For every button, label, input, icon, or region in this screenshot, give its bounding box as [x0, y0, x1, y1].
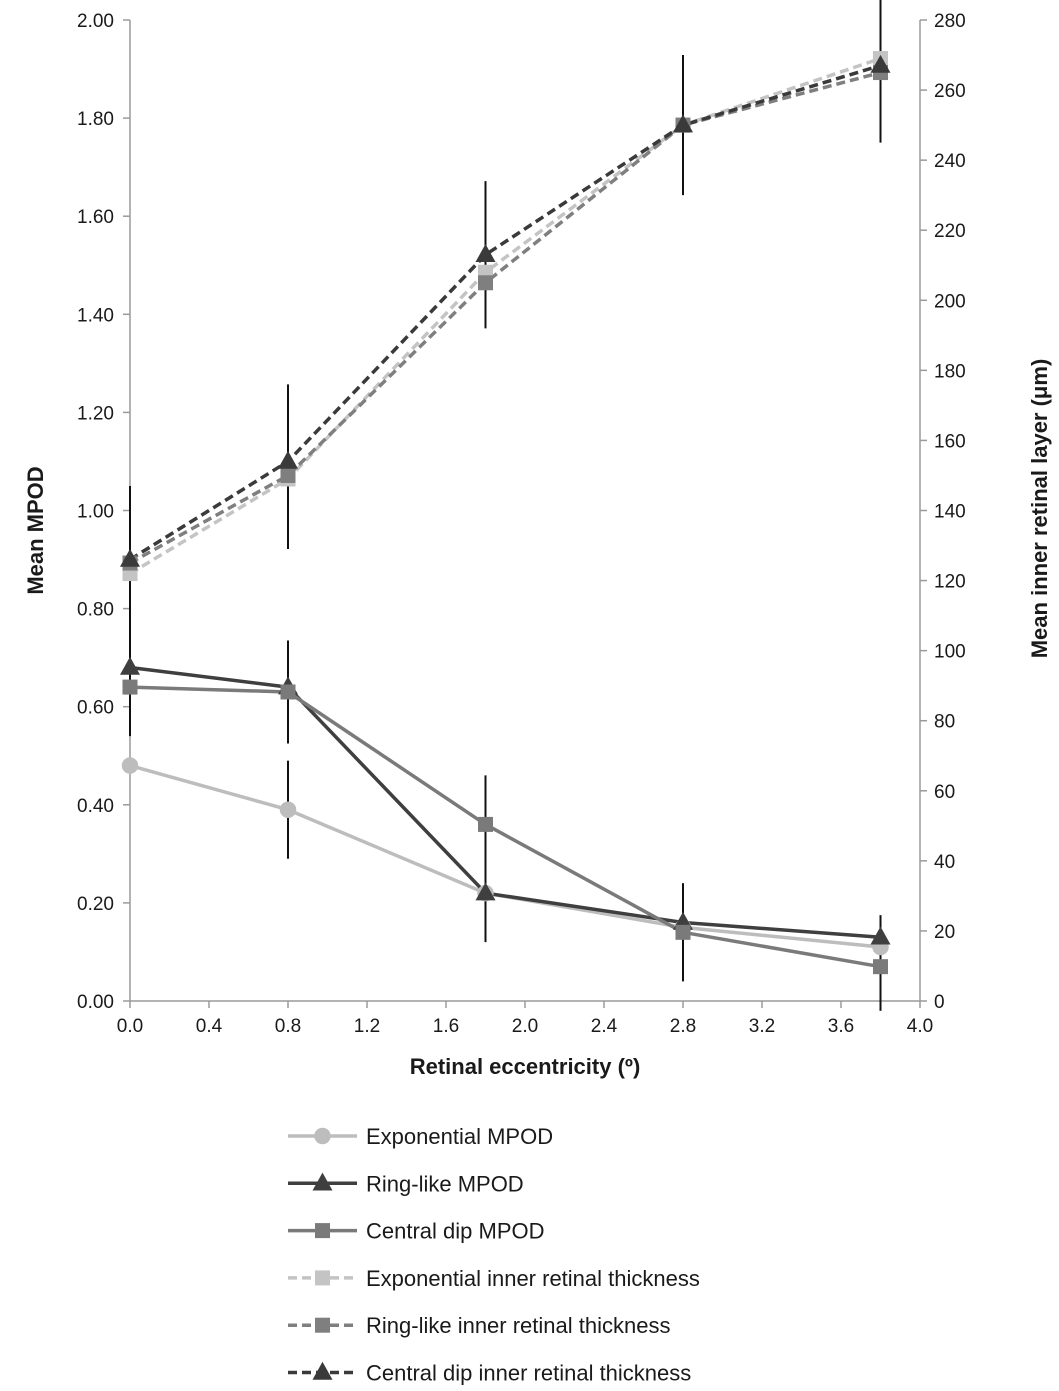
- y-axis-right-title: Mean inner retinal layer (μm): [1027, 359, 1052, 659]
- legend-label: Exponential MPOD: [366, 1124, 553, 1149]
- data-point: [870, 54, 891, 73]
- y-right-tick-label: 160: [934, 431, 966, 452]
- y-right-tick-label: 120: [934, 572, 966, 593]
- series-line: [129, 63, 882, 562]
- series-line: [129, 685, 881, 969]
- y-right-tick-label: 80: [934, 712, 955, 733]
- data-point: [478, 816, 493, 832]
- y-left-tick-label: 1.80: [77, 109, 114, 130]
- x-tick-label: 3.6: [828, 1016, 854, 1037]
- y-left-tick-label: 0.20: [77, 894, 114, 915]
- legend-item: Central dip MPOD: [288, 1219, 545, 1244]
- legend-label: Ring-like inner retinal thickness: [366, 1313, 670, 1338]
- data-point: [121, 757, 139, 774]
- data-point: [672, 114, 694, 133]
- y-right-tick-label: 240: [934, 151, 966, 172]
- legend-marker: [315, 1317, 330, 1333]
- y-right-tick-label: 40: [934, 852, 955, 873]
- y-right-tick-label: 140: [934, 502, 966, 523]
- data-point: [870, 926, 891, 945]
- x-tick-label: 0.0: [117, 1016, 143, 1037]
- data-point: [280, 684, 296, 700]
- legend-label: Central dip inner retinal thickness: [366, 1361, 691, 1386]
- x-tick-label: 2.0: [512, 1016, 538, 1037]
- y-left-tick-label: 1.20: [77, 403, 114, 424]
- y-left-tick-label: 0.60: [77, 698, 114, 719]
- legend-label: Ring-like MPOD: [366, 1171, 524, 1196]
- legend-marker: [312, 1361, 333, 1380]
- data-point: [119, 656, 141, 675]
- y-right-tick-label: 220: [934, 221, 966, 242]
- y-left-tick-label: 1.60: [77, 207, 114, 228]
- x-tick-label: 0.8: [275, 1016, 301, 1037]
- series-markers: [119, 51, 891, 975]
- data-point: [279, 801, 297, 818]
- x-tick-label: 2.8: [670, 1016, 696, 1037]
- data-point: [873, 959, 888, 975]
- legend-label: Exponential inner retinal thickness: [366, 1266, 700, 1291]
- data-point: [475, 882, 496, 901]
- data-point: [478, 275, 493, 291]
- x-axis-title: Retinal eccentricity (º): [410, 1054, 641, 1079]
- x-tick-label: 2.4: [591, 1016, 618, 1037]
- y-left-tick-label: 0.40: [77, 796, 114, 817]
- legend-marker: [315, 1223, 330, 1239]
- data-point: [475, 244, 496, 262]
- x-tick-label: 1.2: [354, 1016, 380, 1037]
- legend-marker: [312, 1172, 333, 1191]
- y-right-tick-label: 200: [934, 291, 966, 312]
- legend-item: Ring-like inner retinal thickness: [288, 1313, 670, 1338]
- y-right-tick-label: 60: [934, 782, 955, 803]
- y-right-tick-label: 180: [934, 361, 966, 382]
- series-line: [129, 56, 882, 576]
- x-tick-label: 0.4: [196, 1016, 223, 1037]
- legend-item: Exponential MPOD: [288, 1124, 553, 1149]
- legend-item: Central dip inner retinal thickness: [288, 1361, 691, 1386]
- data-point: [675, 924, 691, 940]
- y-left-tick-label: 1.40: [77, 305, 114, 326]
- tick-labels: 0.0 0.4 0.8 1.2 1.6 2.0 2.4 2.8 3.2 3.6 4.0 0.00 0.2…: [77, 11, 966, 1037]
- series-line: [129, 763, 881, 949]
- x-tick-label: 1.6: [433, 1016, 459, 1037]
- y-left-tick-label: 0.80: [77, 600, 114, 621]
- y-right-tick-label: 260: [934, 81, 966, 102]
- legend-item: Exponential inner retinal thickness: [288, 1266, 700, 1291]
- data-point: [119, 548, 141, 567]
- y-left-tick-label: 0.00: [77, 992, 114, 1013]
- legend: Exponential MPOD Ring-like MPOD Central di…: [288, 1124, 700, 1386]
- legend-marker: [314, 1127, 331, 1145]
- legend-item: Ring-like MPOD: [288, 1171, 524, 1196]
- axes: [123, 19, 927, 1008]
- legend-marker: [315, 1270, 330, 1286]
- y-axis-left-title: Mean MPOD: [23, 466, 48, 594]
- legend-label: Central dip MPOD: [366, 1219, 545, 1244]
- series-line: [129, 665, 881, 939]
- y-right-tick-label: 280: [934, 11, 966, 32]
- data-point: [280, 467, 296, 483]
- data-point: [122, 679, 138, 695]
- y-right-tick-label: 0: [934, 992, 945, 1013]
- y-left-tick-label: 2.00: [77, 11, 114, 32]
- series-lines: [129, 56, 882, 969]
- x-tick-label: 4.0: [907, 1016, 933, 1037]
- x-tick-label: 3.2: [749, 1016, 775, 1037]
- y-right-tick-label: 100: [934, 642, 966, 663]
- data-point: [277, 450, 299, 469]
- y-right-tick-label: 20: [934, 922, 955, 943]
- y-left-tick-label: 1.00: [77, 502, 114, 523]
